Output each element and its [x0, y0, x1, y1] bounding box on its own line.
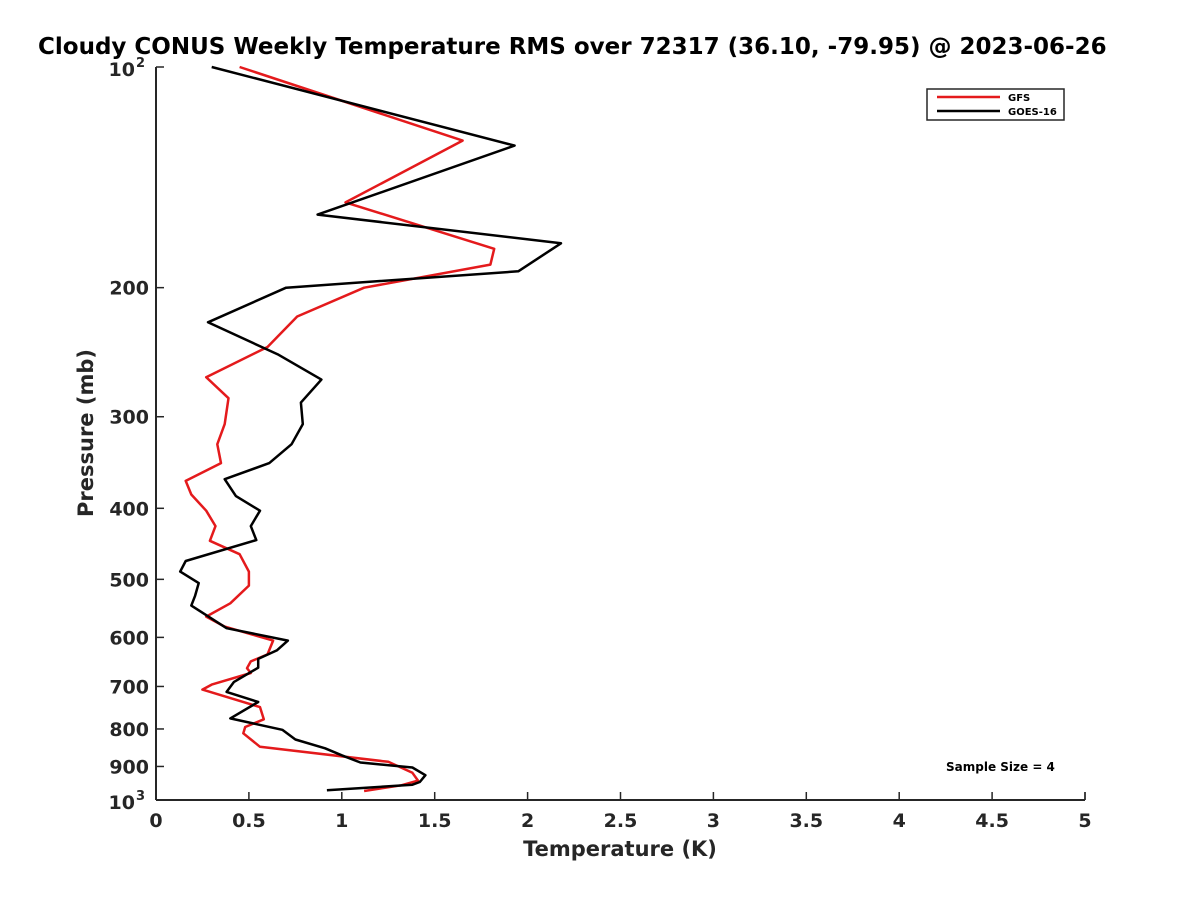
plot-area: 0 0.5 1 1.5 2 2.5 3 3.5 4 4.5 5 200 300 400 500 600 700… — [109, 65, 1092, 832]
y-max-label-exp: 3 — [136, 789, 145, 804]
y-axis-label: Pressure (mb) — [74, 349, 98, 517]
x-axis-label: Temperature (K) — [523, 837, 717, 861]
y-tick-label: 600 — [109, 627, 149, 649]
y-min-label-base: 10 — [109, 59, 135, 81]
y-tick-label: 900 — [109, 756, 149, 778]
x-tick-label: 2 — [521, 810, 534, 832]
y-tick-label: 800 — [109, 719, 149, 741]
series-line-gfs — [184, 65, 496, 793]
x-tick-label: 3.5 — [789, 810, 823, 832]
x-tick-label: 0.5 — [232, 810, 266, 832]
y-min-label: 10 2 — [109, 56, 146, 81]
y-tick-label: 300 — [109, 407, 149, 429]
y-ticks: 200 300 400 500 600 700 800 900 — [109, 66, 164, 801]
x-ticks: 0 0.5 1 1.5 2 2.5 3 3.5 4 4.5 5 — [149, 792, 1092, 832]
sample-size-annotation: Sample Size = 4 — [946, 760, 1055, 774]
legend: GFS GOES-16 — [926, 88, 1065, 121]
y-min-label-exp: 2 — [136, 56, 145, 71]
legend-label-gfs: GFS — [1008, 93, 1030, 104]
legend-box — [926, 88, 1065, 121]
x-tick-label: 2.5 — [604, 810, 638, 832]
x-tick-label: 4.5 — [975, 810, 1009, 832]
series-line-goes16 — [178, 65, 563, 792]
x-tick-label: 5 — [1078, 810, 1091, 832]
x-tick-label: 4 — [893, 810, 906, 832]
y-tick-label: 700 — [109, 676, 149, 698]
y-tick-label: 200 — [109, 278, 149, 300]
y-max-label: 10 3 — [109, 789, 146, 814]
y-max-label-base: 10 — [109, 792, 135, 814]
x-tick-label: 3 — [707, 810, 720, 832]
legend-label-goes16: GOES-16 — [1008, 107, 1057, 118]
y-tick-label: 400 — [109, 498, 149, 520]
x-tick-label: 1 — [335, 810, 348, 832]
x-tick-label: 1.5 — [418, 810, 452, 832]
series-group — [178, 65, 563, 793]
y-tick-label: 500 — [109, 569, 149, 591]
chart-title: Cloudy CONUS Weekly Temperature RMS over… — [38, 34, 1107, 60]
x-tick-label: 0 — [149, 810, 162, 832]
